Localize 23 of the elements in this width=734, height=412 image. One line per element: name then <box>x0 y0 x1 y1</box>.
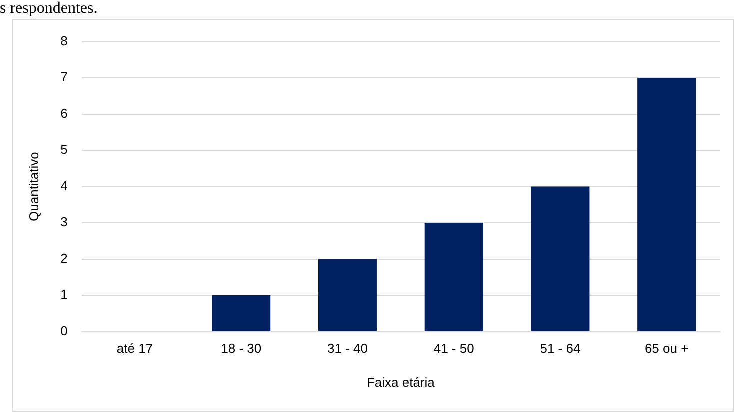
y-axis-title: Quantitativo <box>26 152 42 222</box>
bar <box>318 259 377 332</box>
y-tick-label: 3 <box>60 214 68 230</box>
x-axis-title: Faixa etária <box>366 374 436 390</box>
y-tick-label: 6 <box>60 106 68 121</box>
y-tick-label: 7 <box>60 70 68 85</box>
y-tick-label: 0 <box>60 323 68 338</box>
x-tick-label: 65 ou + <box>644 341 689 356</box>
y-tick-label: 1 <box>60 287 68 302</box>
bar <box>531 186 590 332</box>
y-tick-label: 4 <box>60 178 68 194</box>
y-tick-label: 2 <box>60 250 68 266</box>
x-tick-label: 18 - 30 <box>221 341 262 356</box>
y-tick-label: 5 <box>60 142 68 158</box>
text: s respondentes. <box>0 0 98 17</box>
x-tick-label: 41 - 50 <box>434 341 474 356</box>
bar <box>212 296 271 332</box>
y-tick-label: 8 <box>60 33 68 48</box>
bar <box>638 78 696 332</box>
x-tick-label: 51 - 64 <box>540 341 581 356</box>
bar <box>424 223 484 332</box>
x-tick-label: até 17 <box>116 341 154 356</box>
x-tick-label: 31 - 40 <box>327 341 368 356</box>
